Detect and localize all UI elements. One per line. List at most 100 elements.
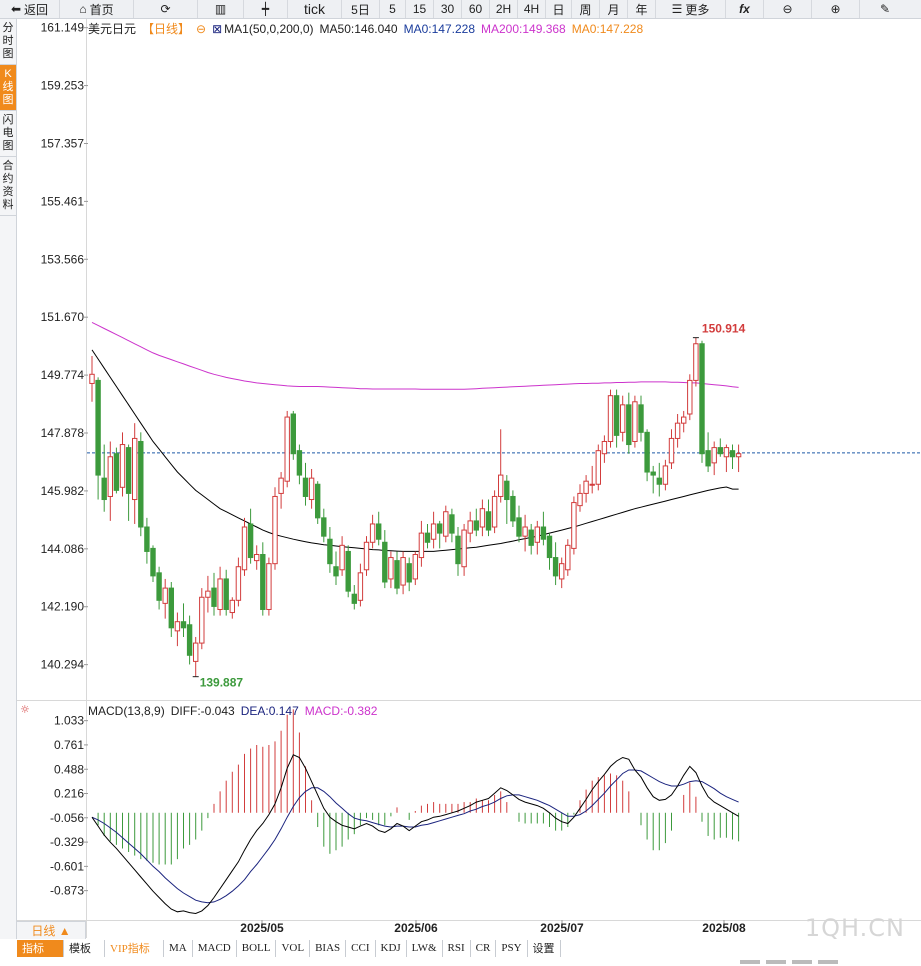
period-5day[interactable]: 5日: [342, 0, 380, 18]
zoom-out-button[interactable]: ⊖: [764, 0, 812, 18]
period-4h[interactable]: 4H: [518, 0, 546, 18]
candle-body: [296, 450, 303, 476]
price-panel: 161.149 159.253 157.357 155.461 153.566 151.6…: [41, 21, 921, 690]
period-5min[interactable]: 5: [380, 0, 406, 18]
candle-body: [717, 447, 723, 455]
draw-button[interactable]: ✎: [860, 0, 910, 18]
candle-body: [668, 437, 675, 464]
tab-vol[interactable]: VOL: [276, 939, 311, 957]
candle-body: [589, 483, 595, 486]
formula-button[interactable]: fx: [726, 0, 764, 18]
tab-cci[interactable]: CCI: [346, 939, 376, 957]
back-button[interactable]: ⬅ 返回: [0, 0, 60, 18]
macd-tick-label: 0.761: [54, 738, 84, 752]
tab-settings[interactable]: 设置: [527, 939, 561, 957]
candlestick-icon: ┿: [261, 2, 270, 16]
price-tick-label: 149.774: [41, 368, 85, 382]
macd-settings-icon[interactable]: ☼: [20, 703, 30, 716]
symbol-name: 美元日元: [88, 22, 137, 36]
period-2h[interactable]: 2H: [490, 0, 518, 18]
candle-body: [455, 535, 461, 565]
period-label: 【日线】: [142, 22, 191, 36]
period-15min[interactable]: 15: [406, 0, 434, 18]
macd-tick-label: -0.873: [50, 884, 84, 898]
tick-button[interactable]: tick: [288, 0, 342, 18]
candle-body: [546, 535, 553, 559]
sidebar-item-contract-info[interactable]: 合约资料: [0, 157, 16, 216]
candle-body: [168, 587, 175, 629]
sidebar-item-kline[interactable]: K线图: [0, 65, 16, 111]
period-week[interactable]: 周: [572, 0, 600, 18]
candle-body: [656, 477, 662, 485]
chart-type-button[interactable]: ▥: [198, 0, 244, 18]
tab-cr[interactable]: CR: [470, 939, 497, 957]
chart-canvas[interactable]: 161.149 159.253 157.357 155.461 153.566 151.6…: [0, 0, 921, 940]
tab-indicators[interactable]: 指标: [17, 939, 64, 957]
candle-body: [681, 416, 687, 424]
candle-body: [516, 517, 522, 537]
period-30min[interactable]: 30: [434, 0, 462, 18]
tab-vip[interactable]: VIP指标: [105, 939, 164, 957]
period-month[interactable]: 月: [600, 0, 628, 18]
zoom-out-icon: ⊖: [782, 2, 793, 16]
candle-body: [638, 404, 644, 433]
candle-body: [156, 572, 162, 601]
candle-body: [601, 440, 608, 455]
indicator-icon[interactable]: ⊠: [212, 21, 223, 36]
candle-body: [315, 483, 321, 519]
tab-psy[interactable]: PSY: [496, 939, 528, 957]
tab-lw[interactable]: LW&: [406, 939, 443, 957]
candle-body: [498, 474, 504, 497]
date-tick-label: 2025/06: [394, 921, 438, 935]
tab-template[interactable]: 模板: [64, 939, 105, 957]
refresh-button[interactable]: ⟳: [134, 0, 198, 18]
ma0-value-2: MA0:147.228: [571, 21, 644, 36]
more-button[interactable]: ☰ 更多: [656, 0, 726, 18]
status-bar-2: [766, 960, 786, 964]
date-tick-label: 2025/07: [540, 921, 584, 935]
tab-boll[interactable]: BOLL: [236, 939, 277, 957]
bar-chart-icon: ▥: [214, 2, 227, 16]
candle-body: [540, 526, 547, 540]
tab-ma[interactable]: MA: [164, 939, 193, 957]
candle-body: [626, 404, 632, 446]
candle-body: [272, 495, 278, 565]
candle-body: [644, 431, 650, 473]
ma200-line: [91, 321, 739, 390]
tab-rsi[interactable]: RSI: [442, 939, 471, 957]
price-tick-label: 157.357: [41, 136, 85, 150]
period-year[interactable]: 年: [628, 0, 656, 18]
candle-body: [735, 453, 742, 458]
dea-line: [91, 769, 739, 904]
candle-body: [479, 508, 486, 528]
ma50-line: [91, 349, 739, 552]
candle-body: [571, 502, 577, 549]
period-selector[interactable]: 日线 ▲: [17, 921, 86, 939]
tab-macd[interactable]: MACD: [192, 939, 237, 957]
home-button[interactable]: ⌂ 首页: [60, 0, 134, 18]
zoom-in-button[interactable]: ⊕: [812, 0, 860, 18]
status-bar-4: [818, 960, 838, 964]
macd-tick-label: -0.056: [50, 811, 84, 825]
macd-tick-label: -0.601: [50, 859, 84, 873]
candle-body: [180, 621, 187, 629]
candle-body: [351, 593, 358, 604]
period-60min[interactable]: 60: [462, 0, 490, 18]
candle-type-button[interactable]: ┿: [244, 0, 288, 18]
close-legend-icon[interactable]: ⊖: [196, 21, 207, 36]
status-indicators: [740, 958, 920, 966]
candle-body: [693, 343, 699, 381]
candle-body: [229, 599, 236, 614]
period-day[interactable]: 日: [546, 0, 572, 18]
sidebar-item-timeshare[interactable]: 分时图: [0, 19, 16, 65]
pencil-icon: ✎: [879, 2, 891, 16]
candle-body: [534, 526, 540, 543]
candle-body: [595, 450, 601, 485]
back-arrow-icon: ⬅: [10, 2, 22, 16]
tab-bias[interactable]: BIAS: [310, 939, 347, 957]
sidebar-item-flash[interactable]: 闪电图: [0, 111, 16, 157]
candle-body: [491, 495, 498, 528]
candle-body: [162, 587, 168, 604]
main-legend: 美元日元 【日线】 ⊖ ⊠ MA1(50,0,200,0) MA50:146.0…: [88, 20, 643, 37]
tab-kdj[interactable]: KDJ: [375, 939, 407, 957]
